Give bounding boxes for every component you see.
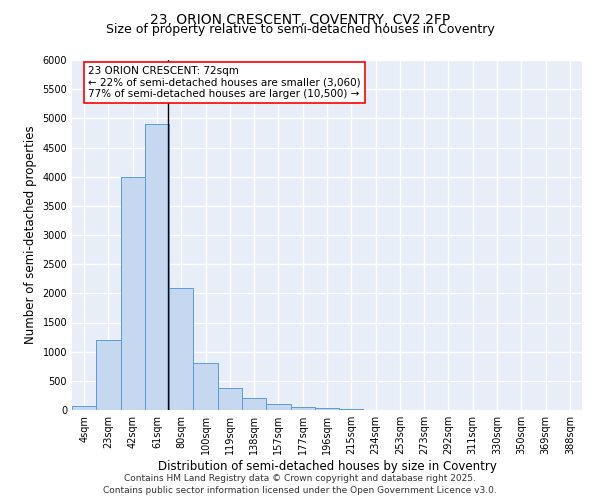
Bar (72, 406, 96, 410)
Bar (169, 288, 193, 410)
Bar (266, 404, 290, 410)
Bar (290, 407, 315, 410)
Y-axis label: Number of semi-detached properties: Number of semi-detached properties (24, 126, 37, 344)
Text: 23, ORION CRESCENT, COVENTRY, CV2 2FP: 23, ORION CRESCENT, COVENTRY, CV2 2FP (150, 12, 450, 26)
Bar (339, 409, 364, 410)
Bar (145, 124, 169, 410)
Bar (193, 364, 218, 410)
Bar (218, 388, 242, 410)
X-axis label: Distribution of semi-detached houses by size in Coventry: Distribution of semi-detached houses by … (158, 460, 496, 473)
Bar (96, 340, 121, 410)
Bar (242, 398, 266, 410)
Text: Size of property relative to semi-detached houses in Coventry: Size of property relative to semi-detach… (106, 22, 494, 36)
Bar (315, 408, 339, 410)
Text: Contains HM Land Registry data © Crown copyright and database right 2025.
Contai: Contains HM Land Registry data © Crown c… (103, 474, 497, 495)
Bar (121, 176, 145, 410)
Text: 23 ORION CRESCENT: 72sqm
← 22% of semi-detached houses are smaller (3,060)
77% o: 23 ORION CRESCENT: 72sqm ← 22% of semi-d… (88, 66, 361, 99)
